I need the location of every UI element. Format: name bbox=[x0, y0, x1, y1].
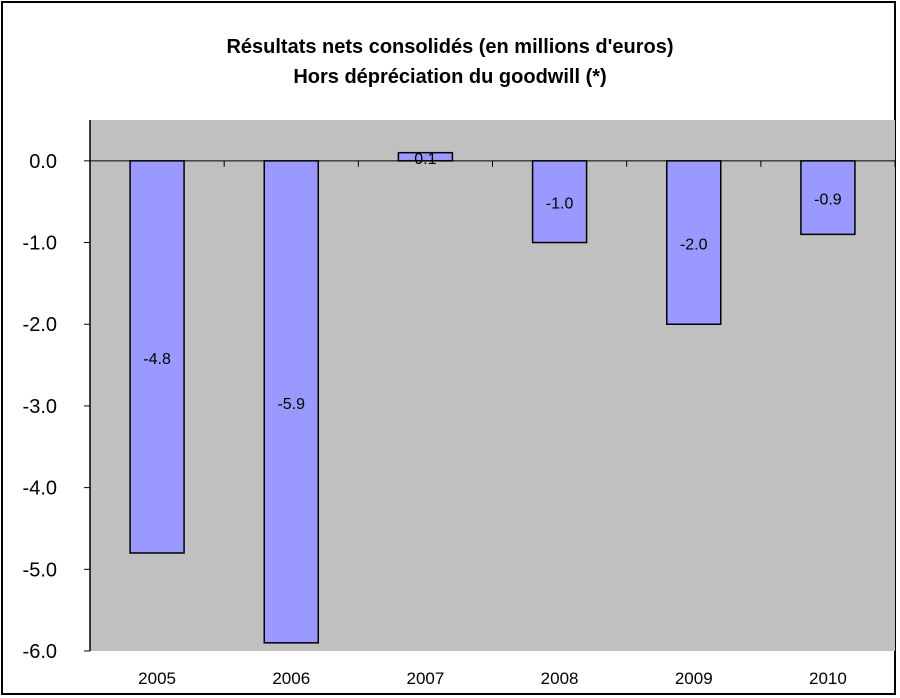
x-axis-ticks: 2005 2006 2007 2008 2009 2010 bbox=[89, 160, 896, 688]
chart-title-line-1: Résultats nets consolidés (en millions d… bbox=[226, 36, 674, 58]
y-tick-label: -1.0 bbox=[23, 233, 57, 255]
bar-2010 bbox=[800, 160, 856, 236]
bar-data-label: -0.9 bbox=[814, 192, 842, 209]
y-tick-label: -3.0 bbox=[23, 396, 57, 418]
x-tick-label: 2008 bbox=[541, 669, 579, 688]
bar-data-label: -4.8 bbox=[143, 351, 171, 368]
y-tick-label: -6.0 bbox=[23, 641, 57, 663]
y-tick-label: -4.0 bbox=[23, 478, 57, 500]
x-tick-label: 2009 bbox=[675, 669, 713, 688]
bar-data-label: 0.1 bbox=[414, 151, 436, 168]
x-tick-label: 2007 bbox=[407, 669, 445, 688]
bar-2009 bbox=[666, 160, 722, 325]
x-tick-label: 2005 bbox=[138, 669, 176, 688]
x-tick-label: 2006 bbox=[272, 669, 310, 688]
y-axis-ticks: 0.0 -1.0 -2.0 -3.0 -4.0 -5.0 -6.0 bbox=[23, 151, 90, 663]
y-tick-label: -2.0 bbox=[23, 314, 57, 336]
y-tick-label: 0.0 bbox=[29, 151, 57, 173]
y-tick-label: -5.0 bbox=[23, 559, 57, 581]
bar-data-label: -2.0 bbox=[680, 237, 708, 254]
bar-data-label: -1.0 bbox=[546, 196, 574, 213]
bar-data-label: -5.9 bbox=[277, 396, 305, 413]
plot-area bbox=[90, 120, 895, 651]
x-tick-label: 2010 bbox=[809, 669, 847, 688]
bar-2005 bbox=[129, 160, 185, 554]
bar-data-labels: -4.8 -5.9 0.1 -1.0 -2.0 -0.9 bbox=[143, 151, 842, 413]
chart-title: Résultats nets consolidés (en millions d… bbox=[0, 32, 900, 92]
chart-title-line-2: Hors dépréciation du goodwill (*) bbox=[293, 66, 607, 88]
